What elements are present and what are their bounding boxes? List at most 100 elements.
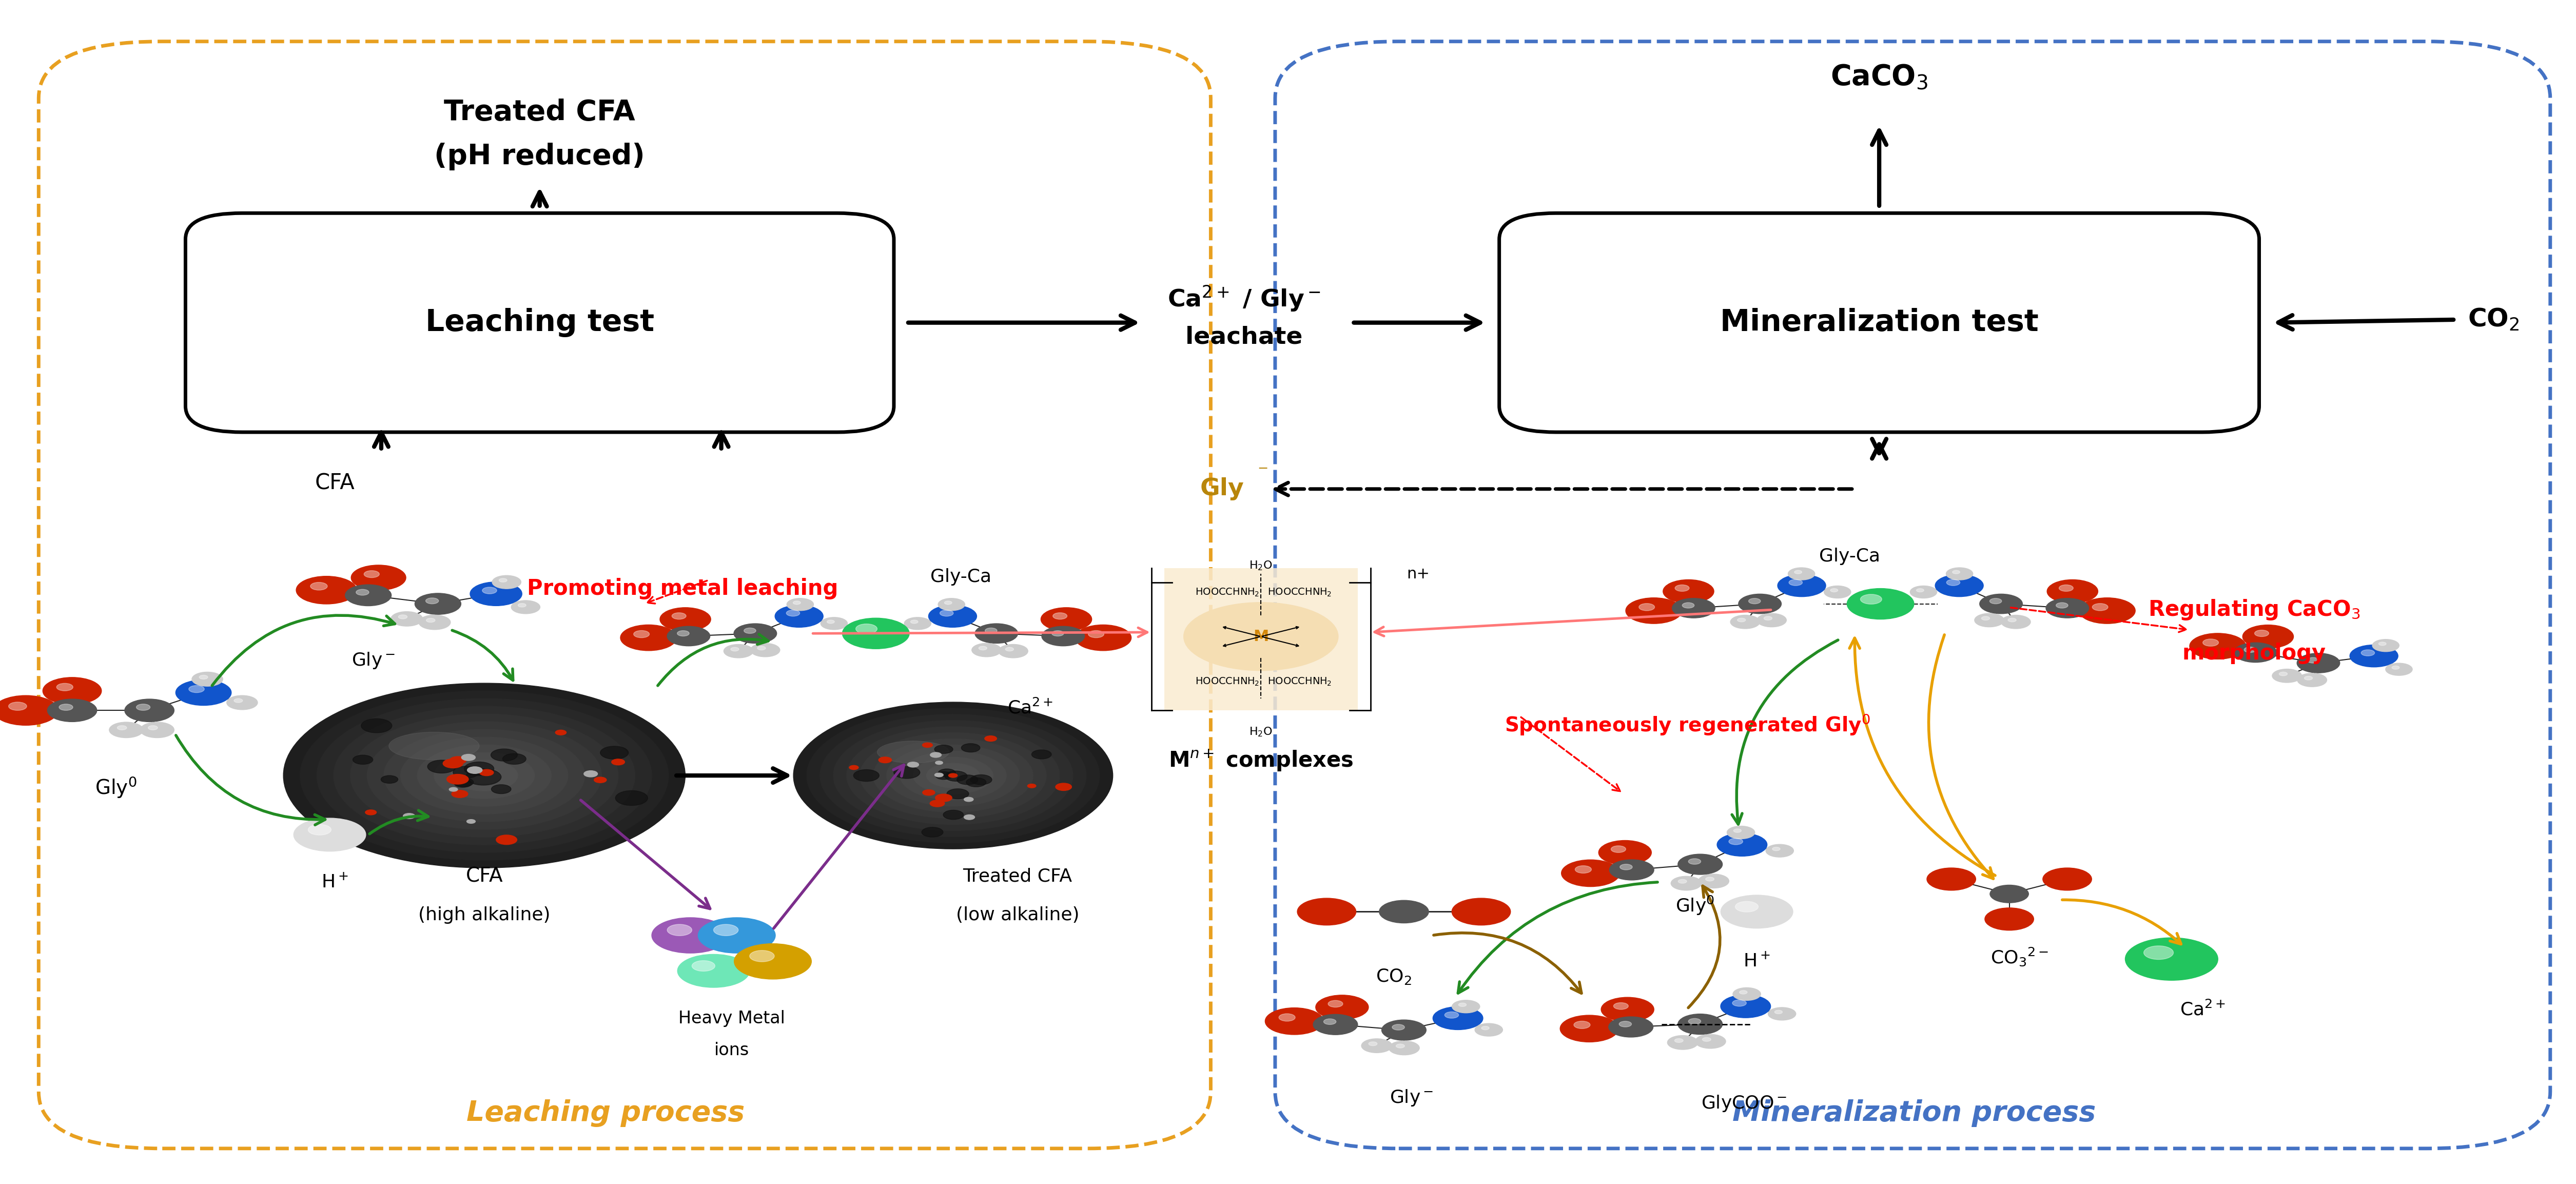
Circle shape [2306, 676, 2313, 680]
Text: Ca$^{2+}$: Ca$^{2+}$ [2179, 1000, 2226, 1019]
Circle shape [1574, 866, 1592, 874]
Circle shape [1687, 858, 1700, 864]
Circle shape [922, 828, 943, 837]
Circle shape [479, 770, 495, 776]
Circle shape [1677, 1014, 1723, 1035]
Circle shape [945, 771, 966, 781]
Circle shape [433, 753, 536, 798]
Circle shape [1953, 571, 1960, 574]
Circle shape [979, 646, 987, 650]
Circle shape [930, 800, 945, 806]
FancyBboxPatch shape [1164, 568, 1358, 710]
Text: CFA: CFA [314, 472, 355, 494]
Circle shape [57, 683, 72, 690]
Circle shape [366, 721, 603, 830]
Circle shape [2244, 625, 2293, 649]
Circle shape [2002, 616, 2030, 629]
Circle shape [667, 925, 693, 935]
Circle shape [350, 714, 618, 837]
Circle shape [2298, 674, 2326, 687]
Circle shape [850, 765, 858, 770]
Circle shape [899, 751, 1007, 800]
Circle shape [1476, 1023, 1502, 1036]
Circle shape [2190, 633, 2246, 659]
Circle shape [1909, 586, 1937, 598]
Circle shape [714, 925, 739, 935]
Text: Mineralization process: Mineralization process [1731, 1099, 2097, 1127]
Circle shape [2349, 645, 2398, 667]
Circle shape [404, 813, 415, 819]
Text: (pH reduced): (pH reduced) [435, 142, 644, 170]
Circle shape [428, 760, 456, 773]
Circle shape [1667, 1036, 1698, 1049]
Circle shape [1736, 618, 1747, 622]
Text: M$^{n+}$ complexes: M$^{n+}$ complexes [1170, 748, 1352, 772]
Circle shape [873, 739, 1033, 812]
Circle shape [886, 745, 1020, 806]
Circle shape [0, 695, 59, 726]
Circle shape [1739, 594, 1783, 613]
Circle shape [2079, 598, 2136, 624]
Circle shape [355, 590, 368, 596]
Text: Gly-Ca: Gly-Ca [1819, 548, 1880, 565]
Circle shape [1795, 571, 1801, 574]
Circle shape [1788, 579, 1803, 586]
Circle shape [948, 773, 958, 778]
Circle shape [1703, 1037, 1710, 1042]
Circle shape [1728, 838, 1744, 844]
Text: H$_2$O: H$_2$O [1249, 726, 1273, 738]
Circle shape [935, 745, 953, 753]
Circle shape [1298, 899, 1355, 925]
Circle shape [1847, 588, 1914, 619]
Circle shape [345, 585, 392, 606]
Circle shape [469, 768, 500, 784]
Circle shape [1613, 1003, 1628, 1010]
Circle shape [1602, 997, 1654, 1022]
Circle shape [1672, 598, 1716, 618]
Text: Mineralization test: Mineralization test [1721, 308, 2038, 337]
Circle shape [1775, 1010, 1783, 1014]
Circle shape [299, 691, 670, 860]
Circle shape [451, 757, 466, 764]
Circle shape [693, 960, 716, 971]
Text: Gly$^-$: Gly$^-$ [353, 651, 394, 670]
Circle shape [1981, 617, 1989, 620]
Circle shape [600, 746, 629, 759]
Circle shape [420, 614, 451, 630]
Text: HOOCCHNH$_2$: HOOCCHNH$_2$ [1267, 587, 1332, 598]
Circle shape [2092, 604, 2107, 611]
Circle shape [139, 722, 175, 738]
Circle shape [724, 644, 752, 658]
Circle shape [1677, 880, 1687, 883]
Circle shape [415, 593, 461, 614]
Circle shape [935, 772, 953, 779]
Circle shape [518, 604, 526, 607]
Circle shape [443, 759, 464, 768]
Circle shape [634, 631, 649, 638]
Circle shape [793, 601, 801, 605]
Circle shape [938, 768, 956, 777]
Circle shape [971, 643, 1002, 657]
Circle shape [451, 760, 518, 791]
Circle shape [118, 726, 126, 729]
Circle shape [757, 646, 765, 650]
Circle shape [1945, 567, 1973, 580]
Circle shape [878, 757, 891, 762]
Circle shape [502, 753, 526, 765]
Circle shape [1381, 1019, 1427, 1041]
Circle shape [1664, 580, 1713, 603]
Circle shape [2280, 673, 2287, 676]
Circle shape [296, 577, 355, 604]
Text: morphology: morphology [2182, 643, 2326, 664]
Circle shape [940, 770, 966, 781]
Circle shape [1432, 1006, 1484, 1030]
Circle shape [2056, 603, 2069, 609]
Circle shape [1718, 834, 1767, 856]
Circle shape [1396, 1044, 1404, 1048]
Circle shape [392, 612, 422, 626]
Circle shape [672, 612, 685, 619]
Circle shape [2143, 946, 2174, 959]
Text: CO$_2$: CO$_2$ [2468, 307, 2519, 333]
Circle shape [963, 797, 974, 802]
Circle shape [938, 598, 966, 611]
